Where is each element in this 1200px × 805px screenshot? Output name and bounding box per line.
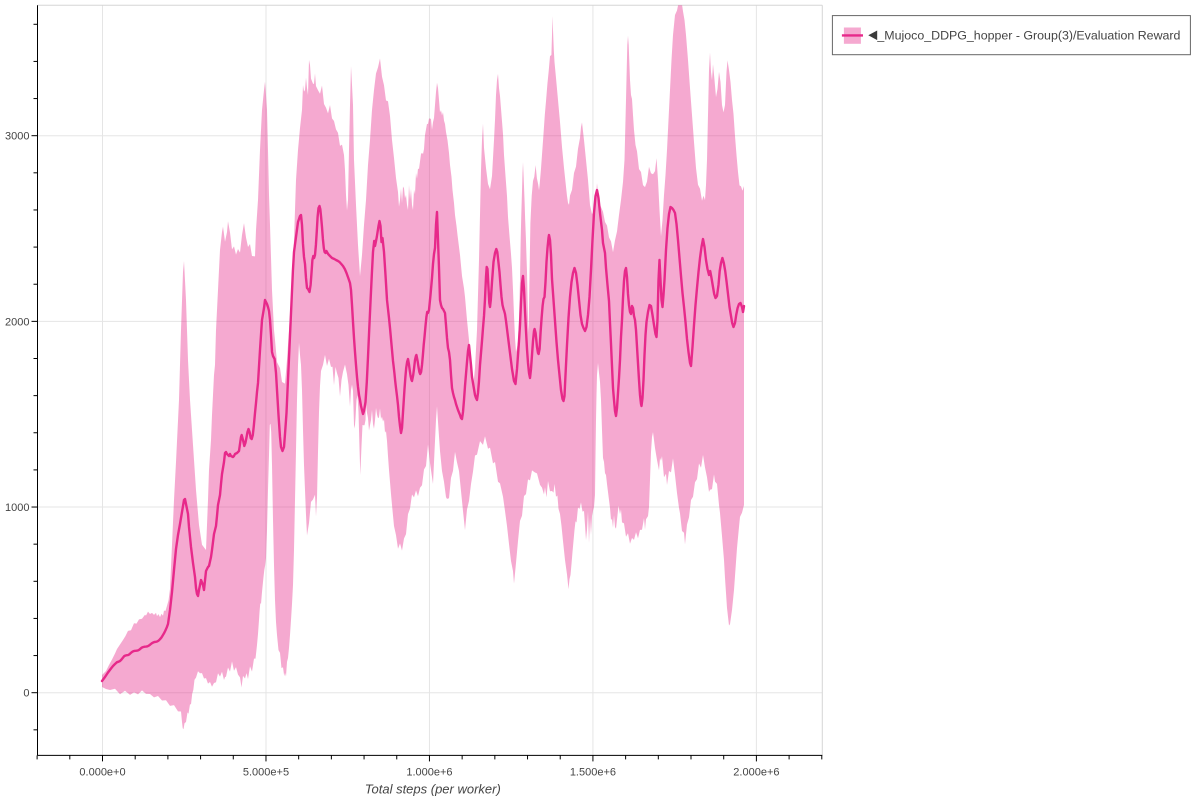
svg-text:1.000e+6: 1.000e+6: [406, 766, 452, 778]
svg-text:0.000e+0: 0.000e+0: [79, 766, 125, 778]
svg-text:_Mujoco_DDPG_hopper - Group(3): _Mujoco_DDPG_hopper - Group(3)/Evaluatio…: [876, 29, 1180, 43]
svg-text:1.500e+6: 1.500e+6: [570, 766, 616, 778]
svg-text:3000: 3000: [5, 131, 29, 143]
svg-text:0: 0: [23, 688, 29, 700]
svg-text:Total steps (per worker): Total steps (per worker): [365, 782, 501, 797]
svg-text:2.000e+6: 2.000e+6: [733, 766, 779, 778]
svg-text:1000: 1000: [5, 502, 29, 514]
svg-text:5.000e+5: 5.000e+5: [243, 766, 289, 778]
svg-text:2000: 2000: [5, 316, 29, 328]
